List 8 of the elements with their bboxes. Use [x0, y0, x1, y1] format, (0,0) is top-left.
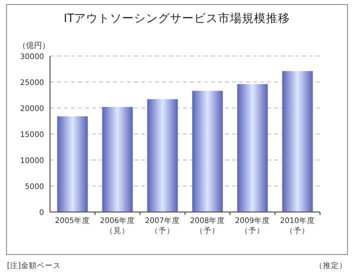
bar — [57, 116, 88, 212]
chart-title: ITアウトソーシングサービス市場規模推移 — [64, 11, 290, 25]
bar — [147, 99, 178, 212]
bar — [237, 84, 268, 212]
bar — [282, 71, 313, 212]
bar — [102, 106, 133, 212]
bar — [192, 90, 223, 212]
y-axis-title: （億円） — [18, 41, 50, 50]
